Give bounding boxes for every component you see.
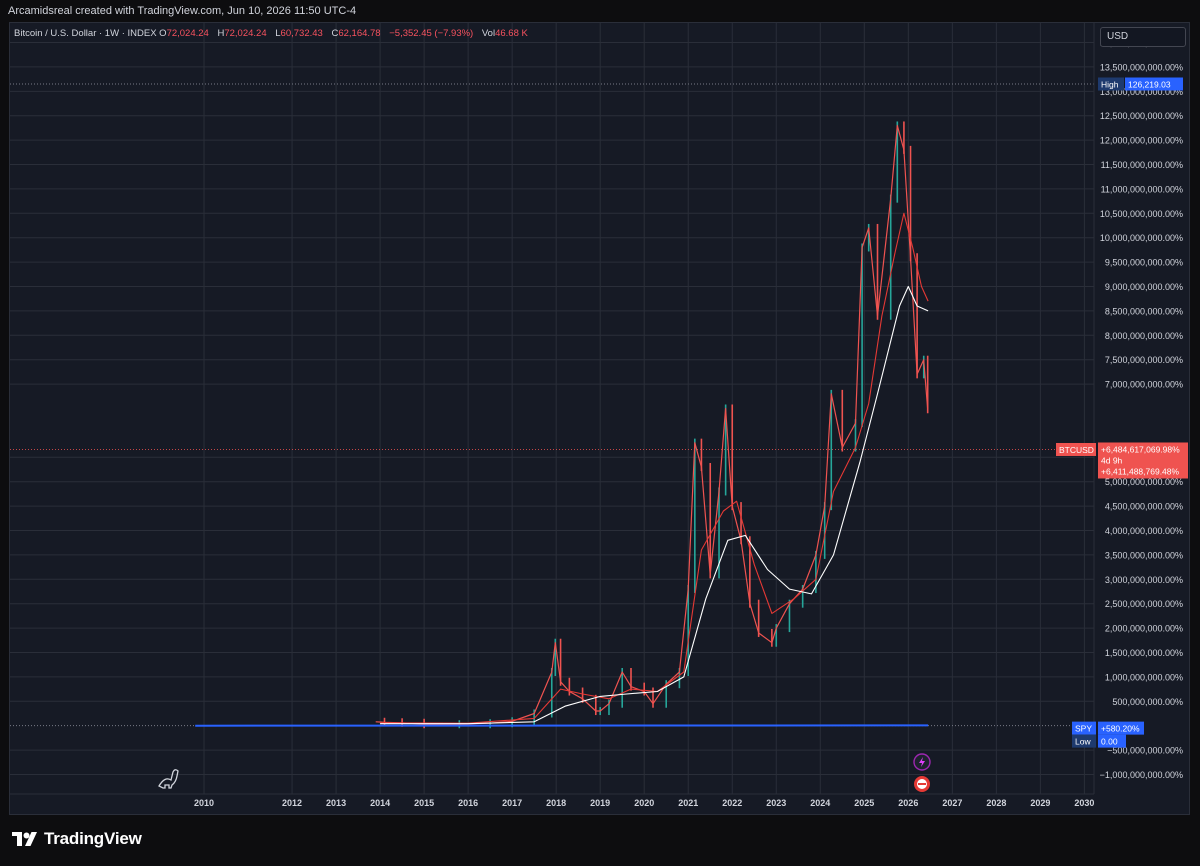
price-tags: High 126,219.03 BTCUSD +6,484,617,069.98%4d… [1056,77,1188,748]
time-tick-label: 2028 [986,798,1006,808]
time-tick-label: 2022 [722,798,742,808]
axes: 14,000,000,000.00%13,500,000,000.00%13,0… [10,23,1183,808]
price-tick-label: 7,000,000,000.00% [1105,380,1183,390]
high-value-bg [1125,77,1183,91]
open-label: O [159,28,167,39]
price-tick-label: 11,500,000,000.00% [1101,160,1183,170]
series-ma-fast [380,212,929,724]
time-tick-label: 2018 [546,798,566,808]
time-tick-label: 2010 [194,798,214,808]
high-value: 126,219.03 [1128,79,1171,89]
time-tick-label: 2015 [414,798,434,808]
price-tick-label: 4,500,000,000.00% [1105,502,1183,512]
time-tick-label: 2030 [1074,798,1094,808]
spy-value-bg [1098,721,1144,735]
vol-value: 46.68 K [495,28,528,39]
brand-name: TradingView [44,829,142,848]
spy-tag-bg [1072,721,1096,735]
spy-tag: SPY [1075,724,1092,734]
time-tick-label: 2016 [458,798,478,808]
close-label: C [331,28,339,39]
time-tick-label: 2012 [282,798,302,808]
time-tick-label: 2014 [370,798,390,808]
price-tick-label: 12,000,000,000.00% [1100,136,1183,146]
price-tick-label: 4,000,000,000.00% [1105,526,1183,536]
btc-tag: BTCUSD [1059,445,1094,455]
series-ma-slow [380,285,929,725]
price-tick-label: 10,500,000,000.00% [1100,209,1183,219]
low-tag-bg [1072,734,1096,748]
price-tick-label: 9,000,000,000.00% [1105,282,1183,292]
time-tick-label: 2029 [1030,798,1050,808]
price-tick-label: 10,000,000,000.00% [1100,233,1183,243]
low-value: 0.00 [1101,737,1118,747]
chart-credit: Arcamidsreal created with TradingView.co… [8,5,357,17]
btc-countdown: 4d 9h [1101,455,1123,465]
footer [0,816,1200,866]
time-tick-label: 2013 [326,798,346,808]
time-tick-label: 2019 [590,798,610,808]
high-tag: High [1101,79,1119,89]
price-tick-label: 12,500,000,000.00% [1100,111,1183,121]
high-tag-bg [1098,77,1124,91]
series-btcusd [375,124,929,725]
time-tick-label: 2025 [854,798,874,808]
open-value: 72,024.24 [166,28,209,39]
price-tick-label: 13,500,000,000.00% [1100,62,1183,72]
price-tick-label: 2,500,000,000.00% [1105,599,1183,609]
time-tick-label: 2024 [810,798,830,808]
time-tick-label: 2026 [898,798,918,808]
tradingview-logo[interactable]: TradingView [12,829,142,849]
time-tick-label: 2020 [634,798,654,808]
low-value: 60,732.43 [280,28,323,39]
price-tick-label: 13,000,000,000.00% [1100,87,1183,97]
low-value-bg [1098,734,1126,748]
price-tick-label: 9,500,000,000.00% [1105,258,1183,268]
price-tick-label: 2,000,000,000.00% [1105,624,1183,634]
chart-frame [9,22,1190,815]
btc-value-bg [1098,442,1188,479]
price-tick-label: 1,000,000,000.00% [1105,672,1183,682]
close-value: 62,164.78 [338,28,381,39]
time-tick-label: 2023 [766,798,786,808]
grid [10,23,1094,794]
price-tick-label: −500,000,000.00% [1107,746,1183,756]
high-value: 72,024.24 [224,28,267,39]
price-chart[interactable]: 14,000,000,000.00%13,500,000,000.00%13,0… [0,0,1200,816]
flag-icon[interactable] [914,776,930,792]
btc-tag-bg [1056,442,1096,456]
price-tick-label: 7,500,000,000.00% [1105,355,1183,365]
time-tick-label: 2027 [942,798,962,808]
symbol-name: Bitcoin / U.S. Dollar · 1W · INDEX [14,28,157,39]
change-value: −5,352.45 (−7.93%) [389,28,474,39]
dino-icon [158,769,179,789]
btc-value: +6,484,617,069.98% [1101,444,1180,454]
spy-value: +580.20% [1101,724,1140,734]
currency-selector[interactable]: USD [1100,27,1186,47]
high-label: H [217,28,225,39]
low-label: L [275,28,281,39]
price-tick-label: 500,000,000.00% [1112,697,1183,707]
price-tick-label: 1,500,000,000.00% [1105,648,1183,658]
price-tick-label: 8,500,000,000.00% [1105,306,1183,316]
vol-label: Vol [481,28,496,39]
series [195,121,929,729]
price-tick-label: 11,000,000,000.00% [1101,184,1183,194]
price-tick-label: −1,000,000,000.00% [1100,770,1183,780]
time-tick-label: 2017 [502,798,522,808]
tradingview-logo-icon [12,832,37,846]
symbol-legend[interactable]: Bitcoin / U.S. Dollar · 1W · INDEX O72,0… [14,28,534,39]
price-tick-label: 5,000,000,000.00% [1105,477,1183,487]
price-tick-label: 3,500,000,000.00% [1105,550,1183,560]
price-tick-label: 3,000,000,000.00% [1105,575,1183,585]
top-bar: Arcamidsreal created with TradingView.co… [0,0,1200,22]
price-tick-label: 8,000,000,000.00% [1105,331,1183,341]
btc-value2: +6,411,488,769.48% [1101,466,1180,476]
low-tag: Low [1075,737,1091,747]
time-tick-label: 2021 [678,798,698,808]
flash-icon[interactable] [913,753,931,771]
